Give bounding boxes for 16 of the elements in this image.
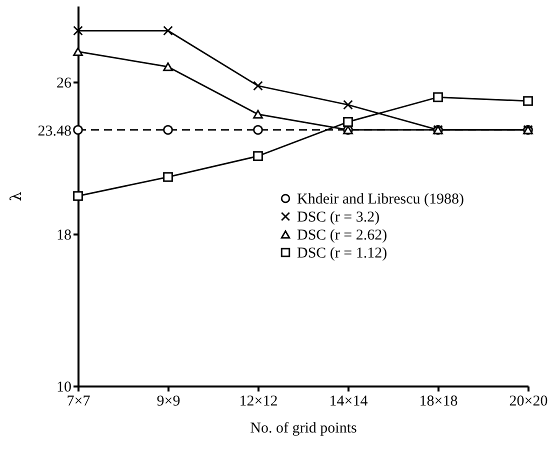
legend-label: DSC (r = 3.2) bbox=[297, 210, 380, 226]
y-axis-title: λ bbox=[6, 191, 25, 202]
legend-label: DSC (r = 2.62) bbox=[297, 228, 388, 244]
legend-label: DSC (r = 1.12) bbox=[297, 246, 388, 262]
x-tick-label: 12×12 bbox=[239, 394, 278, 410]
x-tick-label: 18×18 bbox=[419, 394, 458, 410]
x-axis-title: No. of grid points bbox=[250, 420, 357, 436]
y-tick-label: 23.48 bbox=[38, 123, 72, 140]
legend-label: Khdeir and Librescu (1988) bbox=[297, 192, 464, 208]
y-tick-label: 10 bbox=[56, 380, 72, 396]
x-tick-label: 7×7 bbox=[66, 394, 91, 410]
y-tick-label: 26 bbox=[56, 76, 72, 92]
x-tick-label: 20×20 bbox=[509, 394, 548, 410]
y-tick-label: 18 bbox=[56, 228, 72, 244]
x-tick-label: 14×14 bbox=[329, 394, 368, 410]
x-tick-label: 9×9 bbox=[156, 394, 180, 410]
